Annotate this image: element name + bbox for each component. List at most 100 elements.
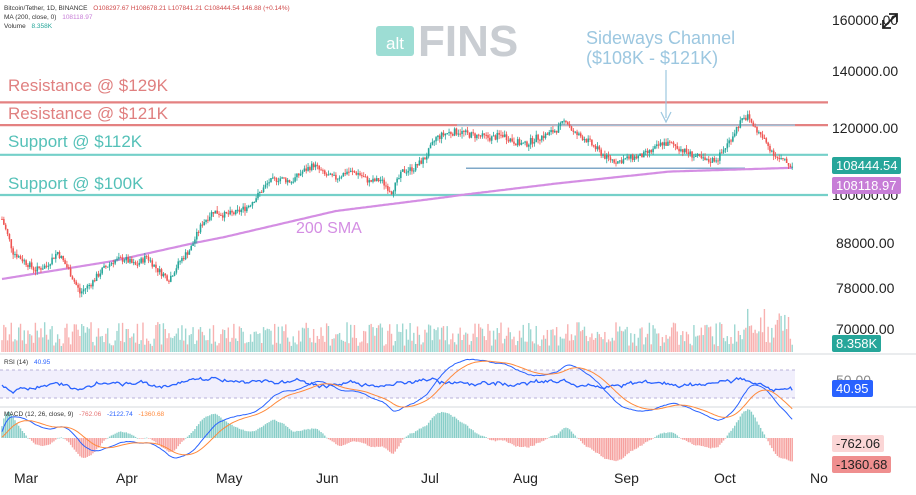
candle-body	[164, 273, 167, 276]
macd-bar	[184, 437, 187, 439]
volume-bar	[383, 345, 385, 352]
candle-body	[234, 209, 237, 215]
candle-body	[587, 138, 589, 143]
candle-body	[145, 255, 148, 257]
candle-body	[707, 159, 710, 162]
candle-body	[489, 137, 491, 141]
volume-bar	[142, 322, 144, 352]
candle-body	[64, 260, 66, 265]
volume-bar	[695, 336, 697, 352]
macd-bar	[791, 438, 793, 462]
candle-body	[205, 219, 207, 223]
candle-body	[47, 265, 50, 267]
volume-bar	[95, 336, 98, 352]
x-label-oct: Oct	[714, 470, 736, 486]
candle-body	[56, 252, 59, 254]
macd-bar	[249, 431, 252, 438]
macd-bar	[737, 420, 740, 438]
macd-bar	[42, 438, 44, 447]
macd-bar	[570, 431, 573, 438]
volume-bar	[196, 340, 198, 352]
candle-body	[19, 256, 22, 260]
candle-body	[780, 158, 782, 160]
volume-bar	[92, 341, 94, 352]
macd-bar	[88, 438, 90, 456]
volume-bar	[687, 334, 690, 352]
macd-bar	[285, 425, 287, 438]
macd-bar	[160, 438, 163, 448]
macd-bar	[416, 430, 419, 438]
macd-bar	[628, 438, 630, 454]
volume-bar	[62, 343, 64, 352]
candle-body	[687, 152, 690, 155]
volume-bar	[229, 341, 231, 352]
candle-body	[440, 132, 443, 139]
macd-bar	[489, 438, 491, 441]
candle-body	[698, 153, 701, 156]
candle-body	[253, 202, 256, 204]
volume-bar	[376, 327, 378, 352]
candle-body	[490, 136, 493, 141]
volume-bar	[314, 342, 317, 352]
candle-body	[579, 133, 582, 137]
macd-bar	[223, 420, 226, 438]
volume-bar	[68, 337, 70, 352]
macd-bar	[199, 421, 202, 438]
volume-bar	[203, 335, 205, 352]
volume-bar	[565, 333, 567, 352]
candle-body	[125, 257, 128, 261]
volume-bar	[516, 340, 519, 352]
macd-bar	[123, 432, 126, 438]
volume-bar	[396, 324, 398, 352]
macd-bar	[45, 438, 48, 446]
candle-body	[711, 157, 714, 163]
volume-bar	[572, 340, 575, 352]
volume-bar	[715, 323, 717, 352]
macd-bar	[422, 426, 424, 438]
candle-body	[719, 152, 721, 161]
macd-bar	[12, 417, 14, 438]
volume-bar	[301, 327, 304, 352]
macd-bar	[194, 429, 196, 438]
macd-bar	[218, 416, 220, 438]
macd-bar	[311, 428, 313, 438]
candle-body	[75, 281, 77, 285]
candle-body	[494, 135, 497, 140]
volume-bar	[388, 324, 391, 352]
volume-bar	[307, 327, 309, 352]
volume-bar	[472, 333, 474, 352]
volume-bar	[348, 343, 350, 352]
volume-bar	[722, 337, 725, 352]
macd-bar	[342, 438, 345, 446]
candle-body	[643, 151, 645, 158]
volume-bar	[162, 323, 165, 352]
macd-bar	[376, 438, 378, 447]
volume-bar	[611, 337, 613, 352]
candle-body	[309, 167, 311, 171]
macd-bar	[210, 414, 213, 438]
volume-bar	[778, 313, 780, 352]
volume-bar	[272, 344, 274, 352]
macd-bar	[333, 438, 335, 443]
candle-body	[4, 224, 7, 230]
volume-bar	[650, 344, 652, 352]
macd-bar	[474, 432, 476, 438]
candle-body	[246, 207, 248, 212]
macd-bar	[346, 438, 348, 444]
volume-bar	[420, 344, 422, 352]
expand-icon[interactable]	[882, 13, 898, 29]
volume-bar	[604, 331, 606, 352]
candle-body	[333, 174, 335, 176]
candle-body	[726, 143, 729, 149]
volume-bar	[381, 327, 383, 352]
volume-bar	[555, 327, 558, 352]
macd-bar	[396, 438, 398, 449]
candle-body	[487, 135, 489, 138]
volume-bar	[244, 343, 246, 352]
candle-body	[272, 177, 274, 179]
candle-body	[472, 132, 474, 134]
candle-body	[144, 255, 146, 263]
volume-bar	[639, 328, 641, 352]
rsi-value: 40.95	[34, 359, 51, 366]
